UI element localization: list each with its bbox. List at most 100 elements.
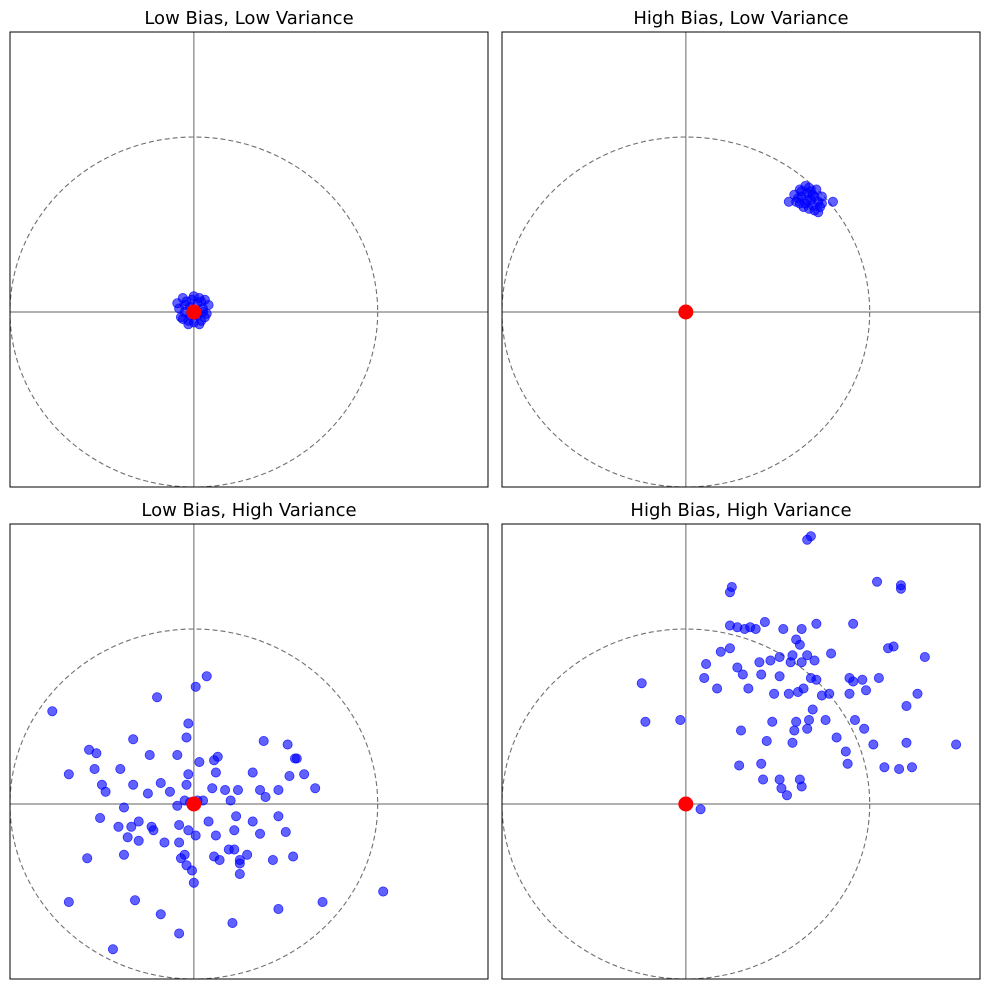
- scatter-point: [701, 659, 712, 670]
- scatter-point: [816, 198, 827, 209]
- scatter-point: [291, 753, 302, 764]
- panel-low-bias-low-variance: Low Bias, Low Variance: [9, 8, 489, 488]
- scatter-point: [225, 795, 236, 806]
- scatter-point: [756, 669, 767, 680]
- scatter-point: [247, 767, 258, 778]
- scatter-point: [288, 851, 299, 862]
- scatter-point: [774, 652, 785, 663]
- scatter-point: [844, 688, 855, 699]
- scatter-point: [234, 858, 245, 869]
- scatter-point: [636, 678, 647, 689]
- scatter-point: [133, 835, 144, 846]
- scatter-point: [724, 587, 735, 598]
- scatter-point: [796, 657, 807, 668]
- scatter-point: [174, 820, 185, 831]
- scatter-point: [800, 198, 811, 209]
- scatter-point: [813, 207, 824, 218]
- scatter-point: [827, 196, 838, 207]
- scatter-point: [260, 792, 271, 803]
- scatter-point: [785, 657, 796, 668]
- scatter-point: [284, 771, 295, 782]
- scatter-point: [210, 767, 221, 778]
- reference-circle: [502, 628, 871, 979]
- scatter-point: [895, 583, 906, 594]
- scatter-point: [91, 748, 102, 759]
- scatter-point: [107, 944, 118, 955]
- scatter-point: [95, 813, 106, 824]
- scatter-point: [89, 764, 100, 775]
- scatter-point: [789, 725, 800, 736]
- axes-frame: [9, 523, 489, 980]
- scatter-point: [63, 897, 74, 908]
- scatter-point: [767, 716, 778, 727]
- scatter-point: [273, 811, 284, 822]
- scatter-point: [888, 641, 899, 652]
- scatter-point: [201, 671, 212, 682]
- scatter-point: [242, 849, 253, 860]
- scatter-point: [861, 685, 872, 696]
- scatter-point: [759, 617, 770, 628]
- scatter-point: [282, 739, 293, 750]
- scatter-point: [640, 716, 651, 727]
- scatter-point: [172, 750, 183, 761]
- scatter-point: [118, 802, 129, 813]
- panel-high-bias-low-variance: High Bias, Low Variance: [501, 8, 981, 488]
- panel-title: Low Bias, Low Variance: [144, 8, 353, 29]
- panel-high-bias-high-variance: High Bias, High Variance: [501, 500, 981, 980]
- scatter-point: [857, 674, 868, 685]
- scatter-point: [811, 618, 822, 629]
- scatter-point: [229, 844, 240, 855]
- scatter-point: [231, 811, 242, 822]
- scatter-point: [247, 816, 258, 827]
- scatter-point: [273, 785, 284, 796]
- scatter-point: [258, 736, 269, 747]
- scatter-point: [115, 764, 126, 775]
- panel-title: Low Bias, High Variance: [141, 500, 356, 521]
- scatter-point: [164, 786, 175, 797]
- scatter-point: [133, 816, 144, 827]
- scatter-point: [794, 639, 805, 650]
- scatter-point: [130, 895, 141, 906]
- scatter-point: [732, 662, 743, 673]
- scatter-point: [734, 760, 745, 771]
- scatter-point: [177, 313, 188, 324]
- scatter-point: [901, 737, 912, 748]
- scatter-point: [126, 821, 137, 832]
- scatter-point: [194, 757, 205, 768]
- scatter-point: [765, 655, 776, 666]
- scatter-point: [172, 298, 183, 309]
- scatter-point: [849, 715, 860, 726]
- scatter-point: [868, 739, 879, 750]
- axes-frame: [501, 523, 981, 980]
- scatter-point: [951, 739, 962, 750]
- axes-frame: [501, 31, 981, 488]
- scatter-point: [144, 750, 155, 761]
- scatter-point: [758, 774, 769, 785]
- scatter-point: [776, 783, 787, 794]
- plot-area: [10, 524, 488, 979]
- scatter-point: [906, 762, 917, 773]
- scatter-point: [310, 783, 321, 794]
- scatter-point: [769, 688, 780, 699]
- scatter-point: [210, 830, 221, 841]
- plot-area: [10, 32, 488, 487]
- scatter-point: [128, 779, 139, 790]
- scatter-point: [280, 827, 291, 838]
- scatter-point: [831, 732, 842, 743]
- scatter-point: [798, 683, 809, 694]
- scatter-point: [743, 683, 754, 694]
- scatter-point: [894, 764, 905, 775]
- scatter-point: [712, 683, 723, 694]
- scatter-point: [47, 706, 58, 717]
- scatter-point: [299, 769, 310, 780]
- scatter-point: [756, 758, 767, 769]
- scatter-point: [724, 643, 735, 654]
- scatter-point: [807, 704, 818, 715]
- scatter-point: [695, 804, 706, 815]
- panel-title: High Bias, Low Variance: [633, 8, 848, 29]
- scatter-point: [783, 688, 794, 699]
- panel-title: High Bias, High Variance: [630, 500, 851, 521]
- scatter-point: [122, 832, 133, 843]
- scatter-point: [715, 646, 726, 657]
